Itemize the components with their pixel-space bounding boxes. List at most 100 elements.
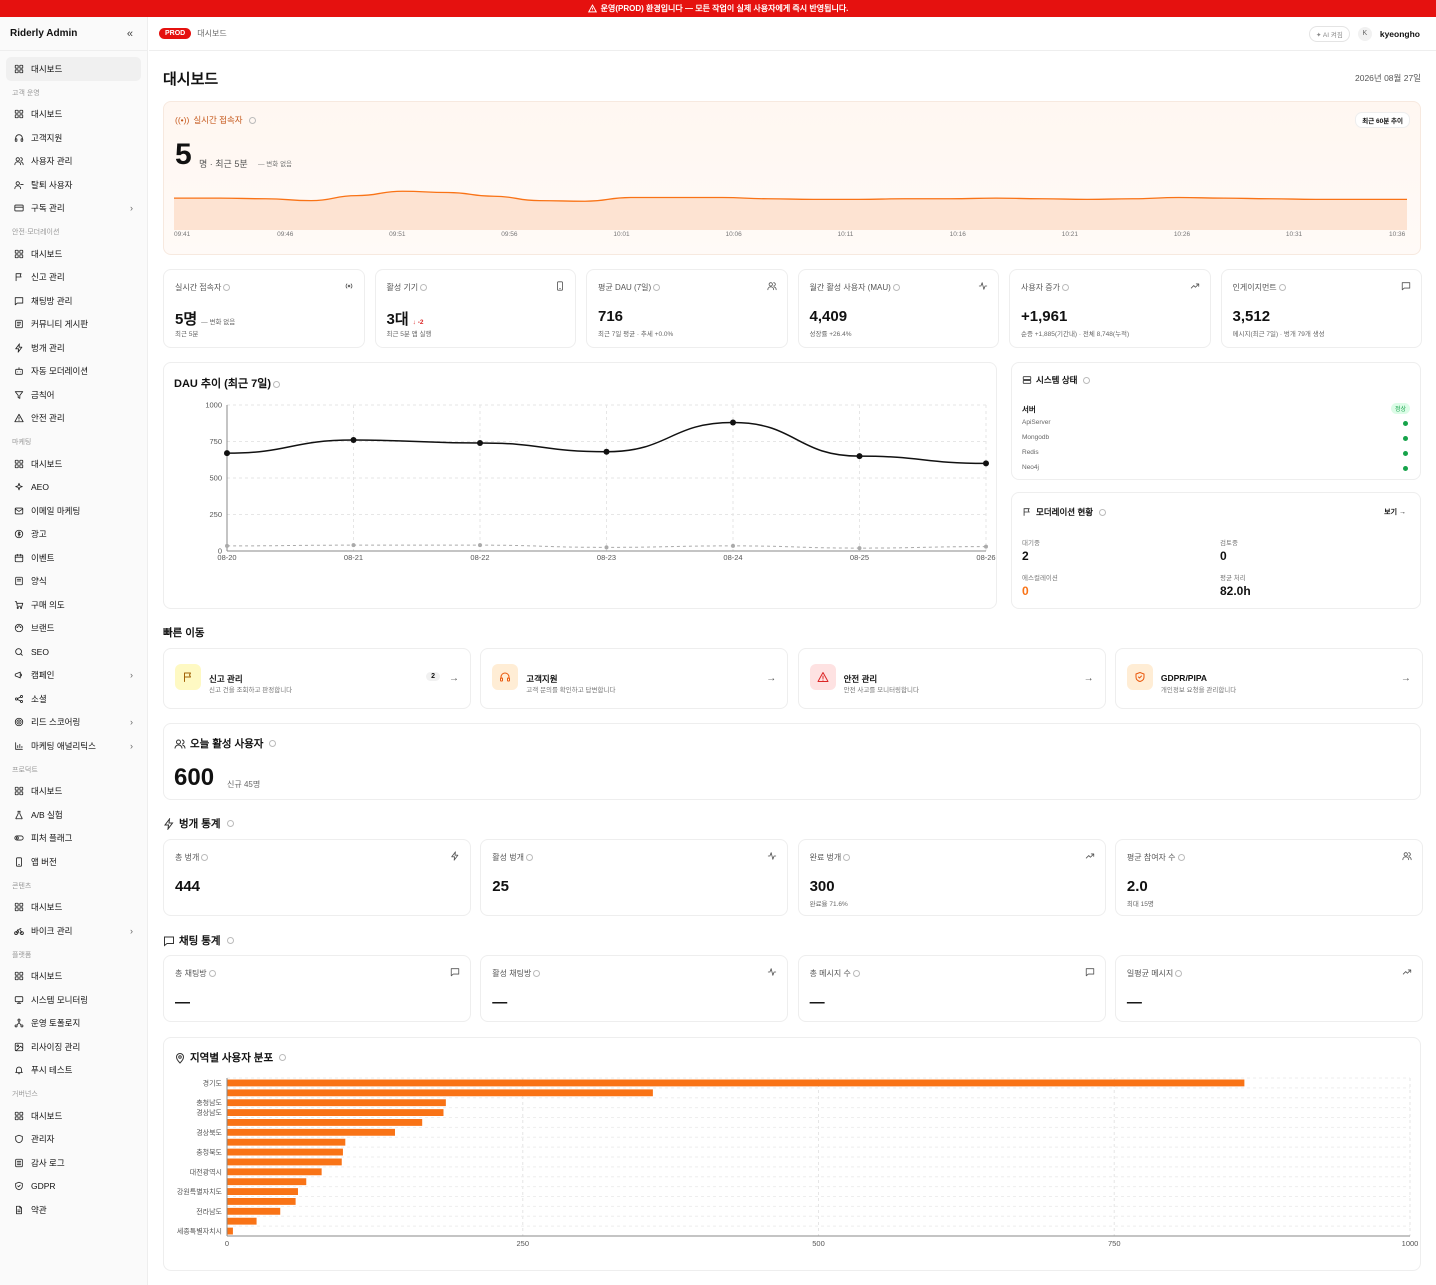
sidebar-item[interactable]: 운영 토폴로지 xyxy=(6,1012,141,1036)
info-icon[interactable] xyxy=(273,380,281,388)
sidebar-item[interactable]: 커뮤니티 게시판 xyxy=(6,313,141,337)
sidebar-item[interactable]: 광고 xyxy=(6,523,141,547)
info-icon[interactable] xyxy=(1278,284,1286,292)
sidebar-item[interactable]: 사용자 관리 xyxy=(6,150,141,174)
info-icon[interactable] xyxy=(223,284,231,292)
data-point[interactable] xyxy=(604,545,609,550)
moderation-view-link[interactable]: 보기 → xyxy=(1384,507,1406,517)
sidebar-item[interactable]: 대시보드 xyxy=(6,103,141,127)
user-name[interactable]: kyeongho xyxy=(1379,28,1420,39)
info-icon[interactable] xyxy=(208,970,216,978)
data-point[interactable] xyxy=(856,453,863,460)
region-bar[interactable] xyxy=(227,1188,298,1195)
sidebar-item[interactable]: 안전 관리 xyxy=(6,407,141,431)
data-point[interactable] xyxy=(730,419,736,426)
sidebar-item[interactable]: 대시보드 xyxy=(6,780,141,804)
sidebar-item[interactable]: 대시보드 xyxy=(6,1104,141,1128)
info-icon[interactable] xyxy=(1177,854,1185,862)
region-bar[interactable] xyxy=(227,1227,233,1235)
sidebar-item[interactable]: 채팅방 관리 xyxy=(6,289,141,313)
sidebar-item[interactable]: AEO xyxy=(6,476,141,500)
info-icon[interactable] xyxy=(1062,284,1070,292)
sidebar-item[interactable]: SEO xyxy=(6,640,141,664)
sidebar-item[interactable]: GDPR xyxy=(6,1175,141,1199)
ai-toggle[interactable]: ✦ AI 켜짐 xyxy=(1309,25,1350,42)
sidebar-item[interactable]: 시스템 모니터링 xyxy=(6,988,141,1012)
quick-link-card[interactable]: GDPR/PIPA 개인정보 요청을 관리합니다 → xyxy=(1114,648,1423,709)
sidebar-item[interactable]: 캠페인 › xyxy=(6,664,141,688)
data-point[interactable] xyxy=(225,543,229,548)
data-point[interactable] xyxy=(983,460,989,467)
region-bar[interactable] xyxy=(227,1138,346,1146)
sidebar-item[interactable]: 금칙어 xyxy=(6,383,141,407)
quick-link-card[interactable]: 신고 관리 신고 건을 조회하고 판정합니다 2 → xyxy=(163,648,471,709)
region-bar[interactable] xyxy=(227,1168,322,1176)
sidebar-item[interactable]: 대시보드 xyxy=(6,242,141,266)
sidebar-item[interactable]: 이벤트 xyxy=(6,546,141,570)
info-icon[interactable] xyxy=(279,1054,287,1061)
data-point[interactable] xyxy=(984,544,988,549)
region-bar[interactable] xyxy=(227,1119,423,1126)
sidebar-item[interactable]: 소셜 xyxy=(6,687,141,711)
data-point[interactable] xyxy=(224,450,230,457)
sidebar-item[interactable]: 신고 관리 xyxy=(6,266,141,290)
sidebar-item[interactable]: A/B 실험 xyxy=(6,803,141,827)
region-bar[interactable] xyxy=(227,1128,395,1136)
region-bar[interactable] xyxy=(227,1089,653,1097)
sidebar-item[interactable]: 대시보드 xyxy=(6,896,141,920)
info-icon[interactable] xyxy=(1083,376,1091,384)
sidebar-item[interactable]: 이메일 마케팅 xyxy=(6,499,141,523)
sidebar-item[interactable]: 앱 버전 xyxy=(6,850,141,874)
sidebar-item[interactable]: 브랜드 xyxy=(6,617,141,641)
info-icon[interactable] xyxy=(843,854,851,862)
quick-link-card[interactable]: 안전 관리 안전 사고를 모니터링합니다 → xyxy=(797,648,1106,709)
info-icon[interactable] xyxy=(892,284,900,292)
sidebar-item[interactable]: 관리자 xyxy=(6,1128,141,1152)
sidebar-item[interactable]: 푸시 테스트 xyxy=(6,1059,141,1083)
sidebar-item[interactable]: 약관 xyxy=(6,1198,141,1222)
sidebar-item[interactable]: 양식 xyxy=(6,570,141,594)
data-point[interactable] xyxy=(350,437,357,444)
data-point[interactable] xyxy=(478,543,482,548)
region-bar[interactable] xyxy=(227,1207,281,1215)
sidebar-item[interactable]: 구독 관리 › xyxy=(6,197,141,221)
region-bar[interactable] xyxy=(227,1178,307,1186)
data-point[interactable] xyxy=(857,546,862,551)
info-icon[interactable] xyxy=(226,820,234,827)
info-icon[interactable] xyxy=(533,970,541,978)
info-icon[interactable] xyxy=(653,284,661,292)
data-point[interactable] xyxy=(731,543,735,548)
data-point[interactable] xyxy=(603,448,610,455)
sidebar-item[interactable]: 피처 플래그 xyxy=(6,827,141,851)
sidebar-item[interactable]: 벙개 관리 xyxy=(6,336,141,360)
region-bar[interactable] xyxy=(227,1079,1245,1087)
collapse-sidebar-button[interactable]: « xyxy=(126,27,133,40)
avatar[interactable]: K xyxy=(1357,26,1372,41)
info-icon[interactable] xyxy=(525,854,533,862)
info-icon[interactable] xyxy=(201,854,209,862)
sidebar-item[interactable]: 리드 스코어링 › xyxy=(6,711,141,735)
info-icon[interactable] xyxy=(248,116,256,124)
sidebar-item[interactable]: 자동 모더레이션 xyxy=(6,360,141,384)
sidebar-item[interactable]: 대시보드 xyxy=(6,452,141,476)
region-bar[interactable] xyxy=(227,1198,296,1205)
info-icon[interactable] xyxy=(1175,970,1183,978)
sidebar-item[interactable]: 탈퇴 사용자 xyxy=(6,173,141,197)
data-point[interactable] xyxy=(351,543,356,548)
info-icon[interactable] xyxy=(420,284,428,292)
sidebar-item[interactable]: 대시보드 xyxy=(6,965,141,989)
region-bar[interactable] xyxy=(227,1158,342,1166)
data-point[interactable] xyxy=(477,439,483,446)
quick-link-card[interactable]: 고객지원 고객 문의를 확인하고 답변합니다 → xyxy=(480,648,789,709)
sidebar-item[interactable]: 감사 로그 xyxy=(6,1151,141,1175)
info-icon[interactable] xyxy=(1099,508,1107,516)
sidebar-item[interactable]: 고객지원 xyxy=(6,126,141,150)
info-icon[interactable] xyxy=(852,970,860,978)
info-icon[interactable] xyxy=(269,740,277,747)
sidebar-item[interactable]: 대시보드 xyxy=(6,57,141,81)
sidebar-item[interactable]: 마케팅 애널리틱스 › xyxy=(6,734,141,758)
region-bar[interactable] xyxy=(227,1148,343,1156)
sidebar-item[interactable]: 구매 의도 xyxy=(6,593,141,617)
sidebar-item[interactable]: 바이크 관리 › xyxy=(6,919,141,943)
region-bar[interactable] xyxy=(227,1109,444,1116)
